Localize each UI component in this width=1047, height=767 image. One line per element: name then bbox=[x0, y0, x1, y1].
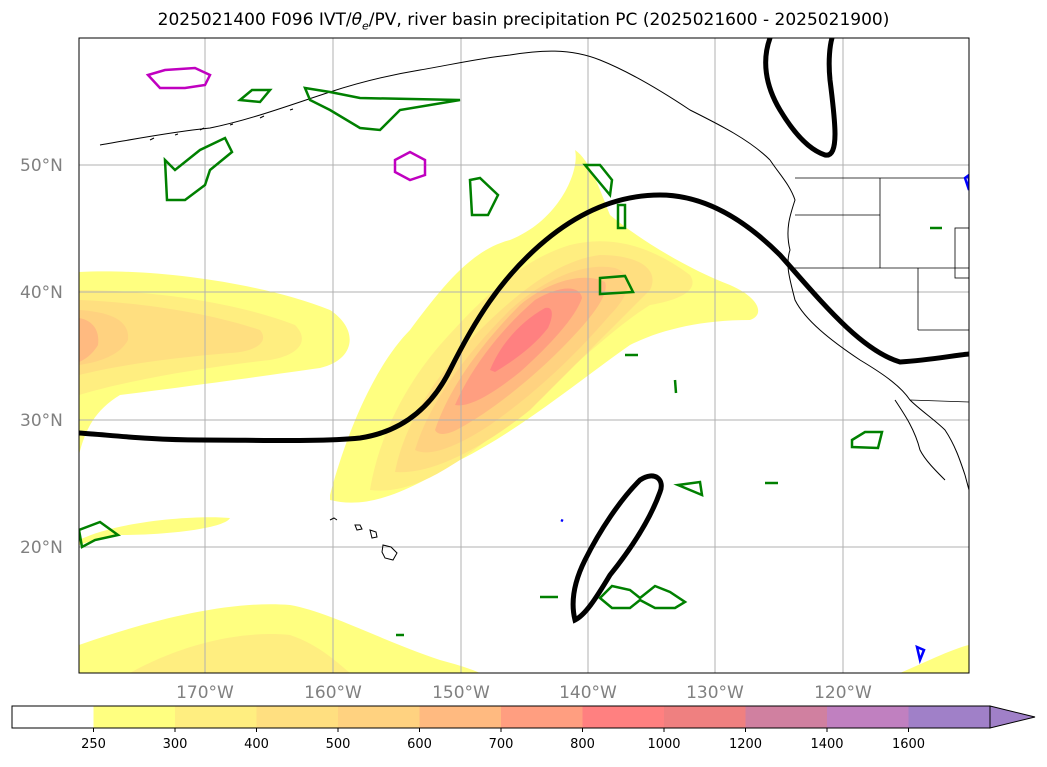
colorbar-tick-label: 500 bbox=[326, 737, 351, 752]
colorbar-segment bbox=[582, 706, 665, 728]
ivt-shade-tropical bbox=[79, 517, 230, 545]
pv-contour-cutoff bbox=[570, 473, 664, 624]
ivt-shading bbox=[79, 150, 969, 673]
baja-coast bbox=[894, 399, 946, 481]
map-border bbox=[78, 37, 970, 674]
lat-label-30: 30°N bbox=[20, 411, 63, 431]
theta-e-contour-c3 bbox=[616, 203, 627, 230]
colorbar-segment bbox=[827, 706, 909, 728]
colorbar-segment bbox=[338, 706, 420, 728]
ivt-shade-west-600 bbox=[79, 318, 99, 362]
hawaii-3 bbox=[369, 529, 378, 539]
colorbar-tick-label: 1400 bbox=[810, 737, 843, 752]
theta-e-contour-c6 bbox=[673, 379, 678, 394]
colorbar-segment bbox=[501, 706, 583, 728]
colorbar-tick-label: 1200 bbox=[729, 737, 762, 752]
lon-label-120w: 120°W bbox=[814, 683, 872, 703]
theta-e-contour-alaska-2 bbox=[302, 86, 461, 132]
lon-label-160w: 160°W bbox=[304, 683, 362, 703]
theta-e-contour-c4 bbox=[598, 274, 635, 296]
lon-label-150w: 150°W bbox=[432, 683, 490, 703]
title-theta: θ bbox=[351, 10, 362, 30]
title-prefix: 2025021400 F096 IVT/ bbox=[157, 10, 352, 30]
lat-label-40: 40°N bbox=[20, 283, 63, 303]
colorbar-segment bbox=[256, 706, 339, 728]
theta-e-contour-c1 bbox=[468, 176, 500, 217]
theta-e-contour-c8 bbox=[673, 480, 704, 498]
lon-labels: 170°W 160°W 150°W 140°W 130°W 120°W bbox=[176, 683, 872, 703]
lat-label-20: 20°N bbox=[20, 538, 63, 558]
theta-e-contour-c7 bbox=[850, 430, 884, 450]
blue-contour-2 bbox=[915, 644, 926, 665]
magenta-contour-2 bbox=[393, 150, 427, 182]
ivt-shade-ar-800 bbox=[490, 307, 552, 372]
map-title: 2025021400 F096 IVT/θe/PV, river basin p… bbox=[0, 10, 1047, 32]
graticule bbox=[79, 38, 969, 673]
colorbar: 250 300 400 500 600 700 800 1000 1200 1400 1600 bbox=[11, 705, 1036, 752]
theta-e-contour-alaska-1 bbox=[236, 88, 273, 104]
colorbar-tick-label: 600 bbox=[407, 737, 432, 752]
state-borders bbox=[790, 177, 969, 403]
pv-contour-north bbox=[763, 38, 838, 158]
colorbar-segment bbox=[93, 706, 176, 728]
colorbar-segment bbox=[12, 706, 94, 728]
colorbar-tick-label: 250 bbox=[81, 737, 106, 752]
colorbar-segment bbox=[908, 706, 991, 728]
colorbar-tick-label: 1000 bbox=[647, 737, 680, 752]
theta-e-contour-nw bbox=[163, 136, 234, 202]
colorbar-tick-label: 700 bbox=[489, 737, 514, 752]
theta-e-contour-c10 bbox=[79, 520, 122, 549]
bc-coast bbox=[769, 159, 969, 491]
blue-contour-3 bbox=[560, 518, 564, 523]
alaska-coast bbox=[99, 50, 771, 161]
hawaii-1 bbox=[329, 517, 338, 521]
lon-label-130w: 130°W bbox=[686, 683, 744, 703]
blue-contour-1 bbox=[963, 173, 969, 191]
title-suffix: /PV, river basin precipitation PC (20250… bbox=[368, 10, 890, 30]
magenta-contours bbox=[145, 66, 427, 182]
lat-labels: 50°N 40°N 30°N 20°N bbox=[20, 156, 63, 558]
ivt-shade-se bbox=[900, 645, 969, 673]
theta-e-contour-c11 bbox=[598, 584, 688, 610]
lon-label-170w: 170°W bbox=[176, 683, 234, 703]
pv-contour-main bbox=[79, 192, 969, 443]
hawaii-4 bbox=[381, 544, 398, 561]
colorbar-segment bbox=[664, 706, 746, 728]
colorbar-tick-label: 1600 bbox=[892, 737, 925, 752]
blue-contours bbox=[560, 173, 969, 665]
title-theta-sub: e bbox=[362, 19, 369, 33]
colorbar-segment bbox=[419, 706, 502, 728]
coastlines bbox=[99, 50, 969, 561]
theta-e-contour-c2 bbox=[582, 163, 614, 198]
lon-label-140w: 140°W bbox=[559, 683, 617, 703]
ivt-shade-west-400 bbox=[79, 300, 264, 375]
theta-e-contours bbox=[79, 86, 942, 637]
pv-contours bbox=[79, 38, 969, 624]
map-area bbox=[79, 38, 969, 673]
ivt-shade-south-300 bbox=[130, 634, 350, 673]
lat-label-50: 50°N bbox=[20, 156, 63, 176]
magenta-contour-1 bbox=[145, 66, 212, 90]
colorbar-tick-label: 400 bbox=[244, 737, 269, 752]
aleutians bbox=[149, 108, 294, 141]
colorbar-tick-label: 300 bbox=[163, 737, 188, 752]
colorbar-extend-arrow bbox=[989, 705, 1036, 729]
hawaii-2 bbox=[354, 524, 363, 531]
colorbar-segment bbox=[175, 706, 257, 728]
colorbar-tick-label: 800 bbox=[570, 737, 595, 752]
colorbar-segment bbox=[745, 706, 828, 728]
